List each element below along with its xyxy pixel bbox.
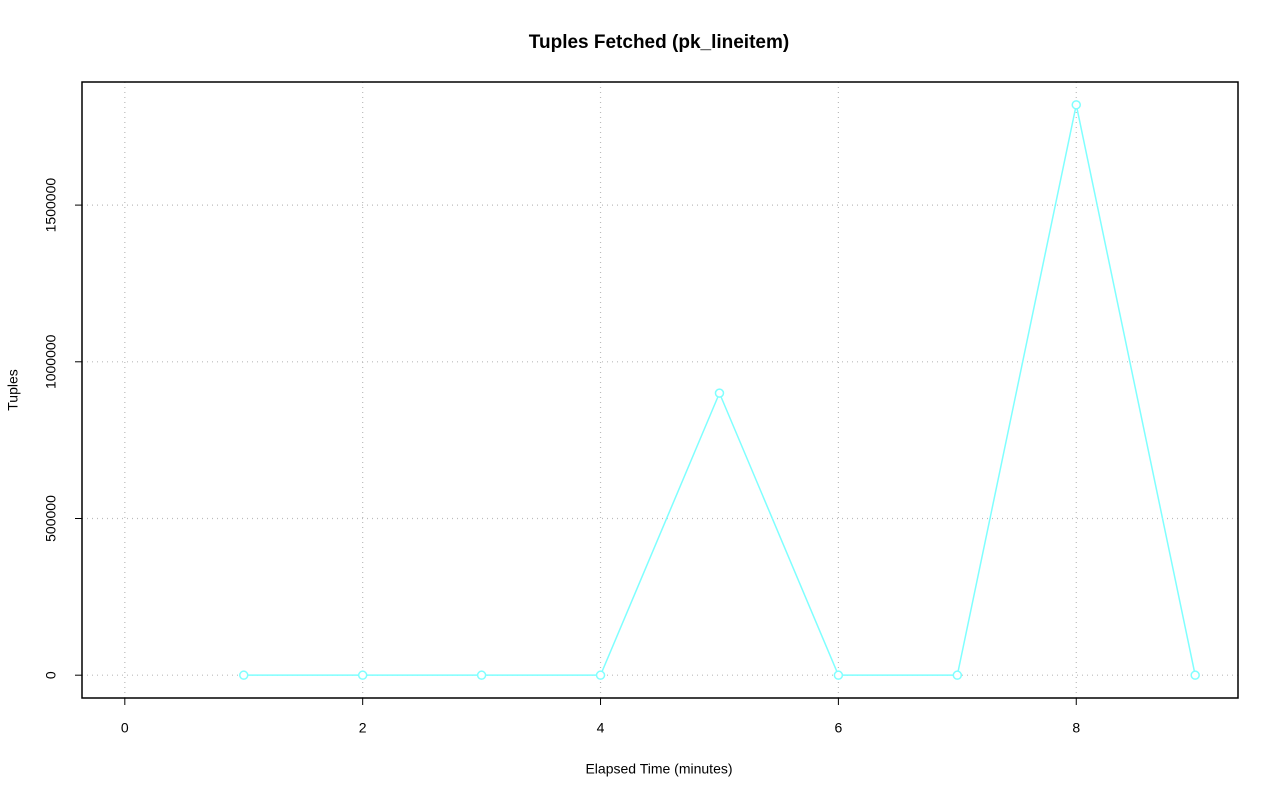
data-point [714,388,725,398]
x-tick-label: 8 [1072,720,1080,736]
data-point [1190,670,1200,680]
data-point [833,670,844,680]
y-tick-label: 1500000 [43,178,59,233]
chart-title: Tuples Fetched (pk_lineitem) [529,32,789,53]
data-point [595,670,606,680]
x-tick-label: 6 [834,720,842,736]
y-tick-label: 500000 [43,495,59,542]
data-point [476,670,487,680]
x-tick-label: 2 [359,720,367,736]
x-axis-label: Elapsed Time (minutes) [585,761,732,777]
data-point [952,670,963,680]
plot-frame [81,81,1239,699]
data-point [238,670,249,680]
x-tick-label: 4 [597,720,605,736]
y-tick-label: 1000000 [43,334,59,389]
data-point [357,670,368,680]
y-tick-label: 0 [43,671,59,679]
x-tick-label: 0 [121,720,129,736]
data-point [1071,100,1082,110]
y-axis-label: Tuples [5,369,21,411]
